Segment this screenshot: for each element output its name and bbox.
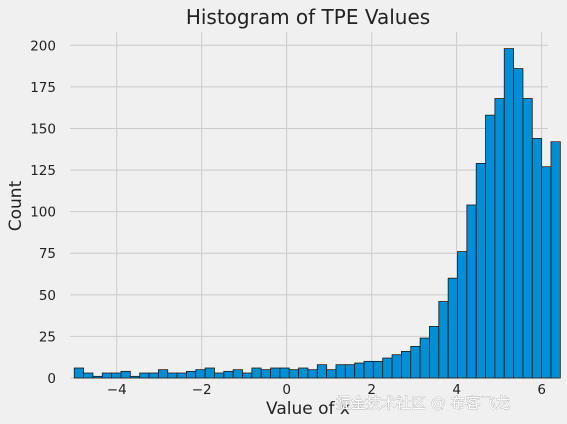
histogram-bar xyxy=(457,251,468,379)
histogram-bar xyxy=(475,163,486,379)
histogram-bar xyxy=(335,364,346,379)
histogram-bar xyxy=(372,360,384,379)
histogram-bar xyxy=(101,372,113,379)
y-tick-label: 75 xyxy=(39,246,56,262)
chart-title: Histogram of TPE Values xyxy=(186,5,430,29)
x-tick-label: 4 xyxy=(452,382,461,398)
histogram-bar xyxy=(531,138,543,379)
histogram-bar xyxy=(204,367,215,379)
histogram-bar xyxy=(344,364,356,379)
histogram-bar xyxy=(73,367,84,379)
histogram-bar xyxy=(363,360,374,379)
histogram-bar xyxy=(148,372,159,379)
tick-labels: 0 25 50 75 100 125 150 175 200 −4 −2 0 2 4 6 xyxy=(30,38,546,398)
histogram-bar xyxy=(214,372,225,379)
histogram-bar xyxy=(438,301,449,379)
x-tick-label: −2 xyxy=(192,382,212,398)
y-tick-label: 100 xyxy=(30,205,56,221)
histogram-bar xyxy=(279,367,290,379)
histogram-bar xyxy=(429,326,440,379)
histogram-bar xyxy=(298,367,309,379)
histogram-bar xyxy=(129,375,141,379)
histogram-bar xyxy=(485,114,496,379)
histogram-bar xyxy=(242,372,253,379)
histogram-bar xyxy=(111,372,122,379)
histogram-bar xyxy=(195,369,206,379)
histogram-bar xyxy=(139,372,150,379)
histogram-bar xyxy=(251,367,262,379)
watermark: 掘金技术社区 @ 布客飞龙 xyxy=(336,394,511,412)
y-tick-label: 150 xyxy=(30,121,56,137)
histogram-bar xyxy=(503,48,514,379)
y-tick-label: 50 xyxy=(39,288,56,304)
y-tick-label: 125 xyxy=(30,163,56,179)
histogram-bar xyxy=(167,372,178,379)
histogram-bar xyxy=(270,367,281,379)
histogram-bar xyxy=(391,354,402,379)
histogram-bars xyxy=(73,48,561,379)
x-tick-label: 0 xyxy=(282,382,291,398)
y-tick-label: 175 xyxy=(30,80,56,96)
histogram-bar xyxy=(401,350,412,379)
histogram-bar xyxy=(382,357,393,379)
histogram-bar xyxy=(522,98,533,379)
y-axis-label: Count xyxy=(6,180,26,231)
histogram-bar xyxy=(232,369,243,379)
histogram-bar xyxy=(513,68,524,379)
x-tick-label: 2 xyxy=(367,382,376,398)
histogram-bar xyxy=(326,369,337,379)
histogram-bar xyxy=(157,369,169,379)
histogram-bar xyxy=(176,372,187,379)
x-tick-label: −4 xyxy=(107,382,127,398)
x-axis-label: Value of x xyxy=(266,399,350,419)
histogram-bar xyxy=(354,362,365,379)
histogram-bar xyxy=(186,370,197,379)
histogram-bar xyxy=(307,369,318,379)
x-tick-label: 6 xyxy=(537,382,546,398)
histogram-bar xyxy=(260,369,271,379)
histogram-bar xyxy=(466,204,477,379)
histogram-bar xyxy=(410,345,421,379)
histogram-bar xyxy=(223,370,234,379)
histogram-bar xyxy=(419,337,430,379)
histogram-bar xyxy=(447,277,458,379)
histogram-bar xyxy=(92,375,103,379)
y-tick-label: 200 xyxy=(30,38,56,54)
histogram-bar xyxy=(541,166,552,379)
histogram-bar xyxy=(494,98,505,379)
histogram-bar xyxy=(83,372,94,379)
histogram-bar xyxy=(316,364,328,379)
y-tick-label: 0 xyxy=(47,371,56,387)
histogram-bar xyxy=(288,369,299,379)
y-tick-label: 25 xyxy=(39,329,56,345)
histogram-bar xyxy=(550,141,561,379)
histogram-bar xyxy=(120,370,131,379)
